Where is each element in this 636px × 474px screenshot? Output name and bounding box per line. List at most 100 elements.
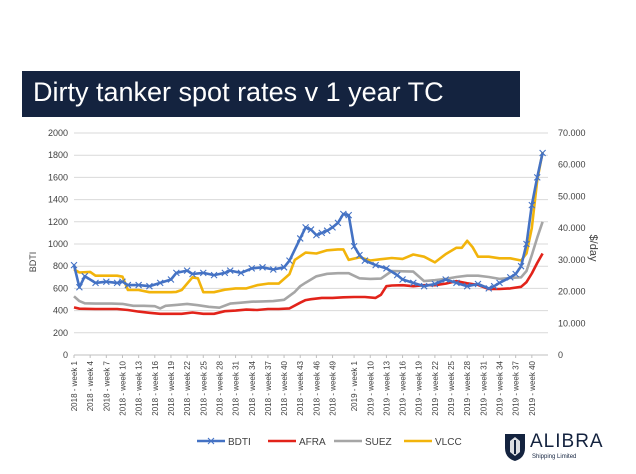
y-tick-label: 1000 [48,239,68,249]
y2-tick-label: 20.000 [558,287,586,297]
y-tick-label: 800 [53,261,68,271]
x-tick-label: 2019 - week 37 [512,360,521,415]
gridlines [74,132,548,356]
data-point-bdti [490,282,498,290]
x-tick-label: 2018 - week 37 [264,360,273,415]
logo-subtitle: Shipping Limited [532,454,577,460]
data-point-bdti [280,263,288,271]
x-tick-label: 2018 - week 34 [248,360,257,415]
data-point-bdti [318,229,326,237]
y2-tick-label: 60.000 [558,160,586,170]
x-tick-label: 2018 - week 10 [118,360,127,415]
x-tick-label: 2018 - week 16 [151,360,160,415]
x-tick-label: 2019 - week 13 [382,360,391,415]
data-point-bdti [512,270,520,278]
data-point-bdti [312,231,320,239]
y2-tick-label: 30.000 [558,255,586,265]
x-tick-label: 2019 - week 40 [528,360,537,415]
data-point-bdti [189,270,196,278]
data-point-bdti [183,267,191,275]
data-point-bdti [302,223,310,231]
x-tick-label: 2019 - week 25 [447,360,456,415]
page-title: Dirty tanker spot rates v 1 year TC [33,77,444,107]
x-tick-label: 2018 - week 7 [102,360,111,411]
y2-tick-label: 50.000 [558,191,586,201]
data-point-bdti [221,269,229,277]
y-tick-label: 1600 [48,172,68,182]
series-line-suez [73,221,544,310]
data-point-bdti [453,279,460,287]
data-point-bdti [474,280,482,288]
x-tick-label: 2019 - week 31 [479,360,488,415]
data-point-bdti [286,257,293,265]
x-tick-label: 2018 - week 43 [296,360,305,415]
x-tick-label: 2018 - week 1 [70,360,79,411]
data-point-bdti [113,279,121,287]
x-tick-label: 2018 - week 19 [167,360,176,415]
x-tick-label: 2019 - week 22 [431,360,440,415]
x-tick-label: 2019 - week 16 [399,360,408,415]
y-tick-label: 0 [63,350,68,360]
data-point-bdti [329,223,336,231]
x-tick-label: 2018 - week 49 [329,360,338,415]
series-line-bdti [72,152,544,290]
legend-label-bdti: BDTI [228,437,251,448]
y2-tick-label: 10.000 [558,318,586,328]
data-point-bdti [372,261,380,269]
data-point-bdti [119,278,126,286]
data-point-bdti [167,276,175,283]
data-point-bdti [442,276,450,283]
y2-tick-label: 0 [558,350,563,360]
data-point-bdti [81,272,89,280]
y2-tick-label: 70.000 [558,128,586,138]
x-tick-label: 2018 - week 28 [215,360,224,415]
data-point-bdti [226,267,234,275]
data-point-bdti [356,251,363,259]
x-tick-label: 2019 - week 28 [463,360,472,415]
data-point-bdti [539,149,547,157]
series-line-vlcc [73,151,544,294]
x-tick-label: 2018 - week 22 [183,360,192,415]
y2-axis-title: $/day [587,235,599,262]
data-point-bdti [70,261,78,269]
x-tick-label: 2018 - week 46 [312,360,321,415]
x-tick-label: 2018 - week 4 [86,360,95,411]
x-tick-label: 2018 - week 25 [199,360,208,415]
x-tick-label: 2019 - week 19 [415,360,424,415]
data-point-bdti [156,279,164,287]
y-tick-label: 200 [53,328,68,338]
data-point-bdti [399,276,406,283]
data-point-bdti [463,282,471,290]
x-tick-label: 2019 - week 1 [350,360,359,411]
data-point-bdti [210,271,218,279]
data-point-bdti [248,265,256,272]
data-point-bdti [345,211,353,219]
data-point-bdti [528,201,536,209]
y-tick-label: 1200 [48,217,68,227]
y-tick-label: 1800 [48,150,68,160]
logo-name: ALIBRA [530,431,604,452]
data-point-bdti [339,210,347,218]
alibra-logo: ALIBRA Shipping Limited [503,430,631,470]
title-banner: Dirty tanker spot rates v 1 year TC [22,71,520,117]
y-tick-label: 1400 [48,195,68,205]
data-point-bdti [506,273,514,281]
x-tick-label: 2018 - week 31 [232,360,241,415]
data-point-bdti [496,279,503,287]
data-point-bdti [237,269,245,277]
legend-label-afra: AFRA [299,437,326,448]
data-point-bdti [517,262,525,270]
data-point-bdti [533,174,541,181]
data-point-bdti [383,265,390,272]
y-axis-title: BDTI [28,252,38,273]
y-tick-label: 400 [53,306,68,316]
data-point-bdti [431,280,439,288]
y-tick-label: 600 [53,283,68,293]
y-tick-label: 2000 [48,128,68,138]
y2-tick-label: 40.000 [558,223,586,233]
data-point-bdti [124,281,132,289]
data-point-bdti [199,269,207,277]
data-point-bdti [393,271,401,279]
axes: 0 200 400 600 800 1000 1200 1400 1600 1800 2000 0 10… [48,128,586,416]
